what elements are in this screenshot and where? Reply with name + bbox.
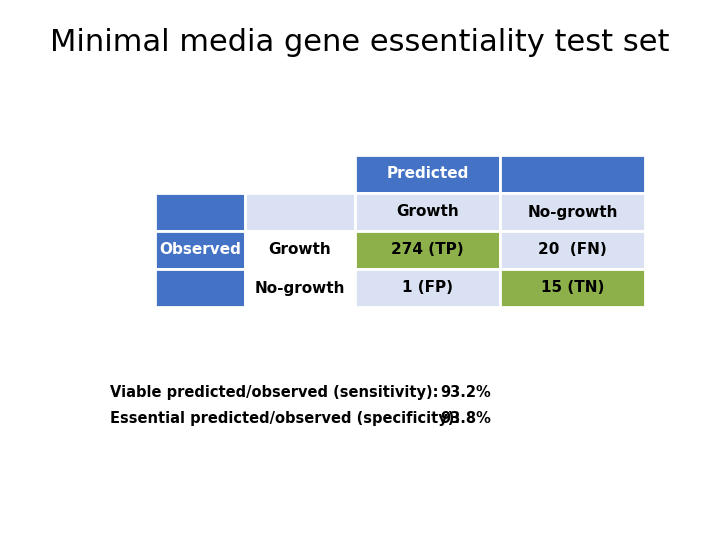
Text: No-growth: No-growth	[527, 205, 618, 219]
Text: Essential predicted/observed (specificity):: Essential predicted/observed (specificit…	[110, 411, 460, 426]
Bar	[245, 155, 355, 193]
Bar	[155, 269, 245, 307]
Bar	[500, 269, 645, 307]
Bar	[355, 193, 500, 231]
Bar	[355, 269, 500, 307]
Text: 20  (FN): 20 (FN)	[538, 242, 607, 258]
Text: 1 (FP): 1 (FP)	[402, 280, 453, 295]
Text: 93.2%: 93.2%	[440, 385, 491, 400]
Text: Minimal media gene essentiality test set: Minimal media gene essentiality test set	[50, 28, 670, 57]
Bar	[155, 193, 245, 231]
Text: 15 (TN): 15 (TN)	[541, 280, 604, 295]
Bar	[245, 269, 355, 307]
Bar	[500, 155, 645, 193]
Bar	[155, 155, 245, 193]
Text: No-growth: No-growth	[255, 280, 346, 295]
Bar	[245, 231, 355, 269]
Text: Growth: Growth	[269, 242, 331, 258]
Bar	[500, 193, 645, 231]
Bar	[245, 193, 355, 231]
Bar	[500, 231, 645, 269]
Text: 93.8%: 93.8%	[440, 411, 491, 426]
Bar	[355, 231, 500, 269]
Bar	[355, 155, 500, 193]
Text: Viable predicted/observed (sensitivity):: Viable predicted/observed (sensitivity):	[110, 385, 438, 400]
Text: Growth: Growth	[396, 205, 459, 219]
Text: 274 (TP): 274 (TP)	[391, 242, 464, 258]
Bar	[155, 231, 245, 269]
Text: Predicted: Predicted	[387, 166, 469, 181]
Text: Observed: Observed	[159, 242, 241, 258]
